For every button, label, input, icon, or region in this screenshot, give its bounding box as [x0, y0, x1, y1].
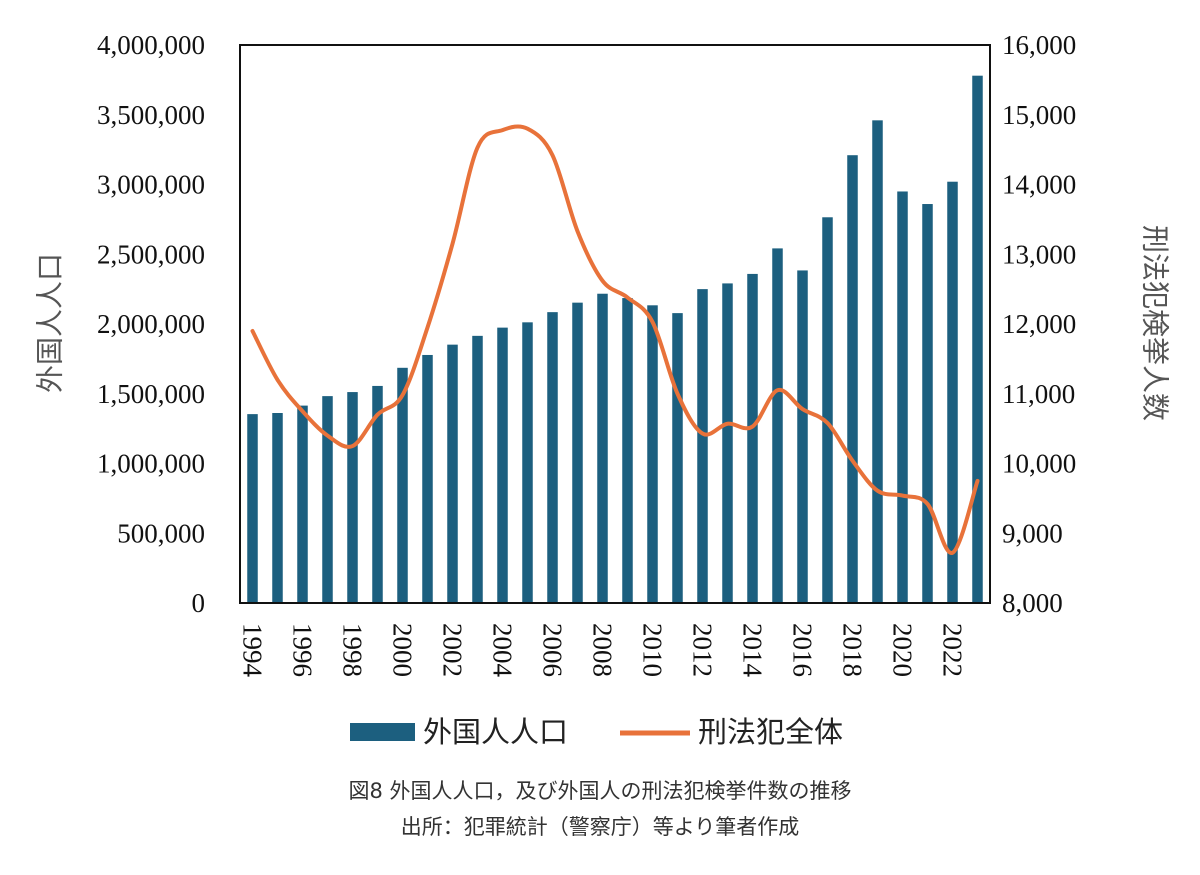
y-axis-right-ticks: 8,000 9,000 10,000 11,000 12,000 13,000 14,000…	[1002, 30, 1076, 618]
bar-2016	[797, 270, 808, 603]
line-series-penal-code-offenses	[250, 124, 980, 555]
bar-2007	[572, 302, 583, 603]
x-tick-label: 2010	[638, 623, 668, 677]
y-axis-right-title: 刑法犯検挙人数	[1139, 225, 1172, 421]
x-tick-label: 2022	[938, 623, 968, 677]
y-left-tick-label: 3,000,000	[97, 170, 205, 200]
bar-2013	[722, 283, 733, 603]
y-right-tick-label: 16,000	[1002, 30, 1076, 60]
y-left-tick-label: 1,000,000	[97, 449, 205, 479]
legend: 外国人人口 刑法犯全体	[350, 715, 843, 749]
figure-caption: 図8 外国人人口，及び外国人の刑法犯検挙件数の推移	[348, 779, 852, 803]
y-left-tick-label: 2,500,000	[97, 239, 205, 269]
legend-label-penal-code-offenses: 刑法犯全体	[698, 715, 843, 749]
bar-1996	[297, 405, 308, 603]
y-right-tick-label: 8,000	[1002, 588, 1063, 618]
bar-1994	[247, 414, 258, 603]
legend-label-foreign-population: 外国人人口	[423, 715, 568, 749]
bar-1997	[322, 396, 333, 603]
y-left-tick-label: 2,000,000	[97, 309, 205, 339]
y-right-tick-label: 9,000	[1002, 518, 1063, 548]
y-right-tick-label: 11,000	[1002, 379, 1075, 409]
bar-1998	[347, 392, 358, 603]
bar-2019	[872, 120, 883, 603]
x-tick-label: 2014	[738, 623, 768, 678]
bar-2003	[472, 335, 483, 603]
bar-2004	[497, 327, 508, 603]
y-left-tick-label: 3,500,000	[97, 100, 205, 130]
x-tick-label: 1996	[288, 623, 318, 677]
bar-2002	[447, 344, 458, 603]
legend-swatch-bar	[350, 723, 415, 741]
x-tick-label: 2008	[588, 623, 618, 677]
bar-2012	[697, 289, 708, 603]
x-tick-label: 2006	[538, 623, 568, 677]
bar-2010	[647, 305, 658, 603]
y-right-tick-label: 12,000	[1002, 309, 1076, 339]
bar-1995	[272, 413, 283, 603]
bar-2018	[847, 155, 858, 603]
x-tick-label: 2002	[438, 623, 468, 677]
bar-2023	[972, 75, 983, 603]
plot-frame	[239, 44, 991, 604]
y-right-tick-label: 14,000	[1002, 170, 1076, 200]
bar-2011	[672, 313, 683, 603]
bar-2006	[547, 312, 558, 603]
x-tick-label: 2018	[838, 623, 868, 677]
bar-2014	[747, 273, 758, 603]
bar-2020	[897, 191, 908, 603]
y-right-tick-label: 10,000	[1002, 449, 1076, 479]
line-path	[250, 124, 980, 555]
bar-2021	[922, 204, 933, 603]
x-tick-label: 2016	[788, 623, 818, 677]
bar-2008	[597, 293, 608, 603]
bar-2017	[822, 217, 833, 603]
x-tick-label: 1994	[238, 623, 268, 678]
x-tick-label: 2000	[388, 623, 418, 677]
bar-2009	[622, 298, 633, 603]
y-right-tick-label: 15,000	[1002, 100, 1076, 130]
y-axis-left-title: 外国人人口	[34, 253, 67, 393]
bar-2005	[522, 322, 533, 603]
bar-1999	[372, 385, 383, 603]
y-left-tick-label: 4,000,000	[97, 30, 205, 60]
y-left-tick-label: 500,000	[117, 518, 205, 548]
x-tick-label: 2020	[888, 623, 918, 677]
bar-series-foreign-population	[247, 75, 983, 604]
x-tick-label: 2012	[688, 623, 718, 677]
y-axis-left-ticks: 0 500,000 1,000,000 1,500,000 2,000,000 2,500…	[97, 30, 205, 618]
y-right-tick-label: 13,000	[1002, 239, 1076, 269]
figure-source: 出所：犯罪統計（警察庁）等より筆者作成	[400, 815, 800, 839]
bar-2000	[397, 367, 408, 603]
x-tick-label: 1998	[338, 623, 368, 677]
x-tick-label: 2004	[488, 623, 518, 678]
bar-2022	[947, 181, 958, 603]
x-axis-ticks: 1994 1996 1998 2000 2002 2004 2006 2008 2010 2012…	[238, 623, 968, 678]
bar-2001	[422, 354, 433, 603]
y-left-tick-label: 0	[192, 588, 206, 618]
y-left-tick-label: 1,500,000	[97, 379, 205, 409]
bar-2015	[772, 248, 783, 604]
